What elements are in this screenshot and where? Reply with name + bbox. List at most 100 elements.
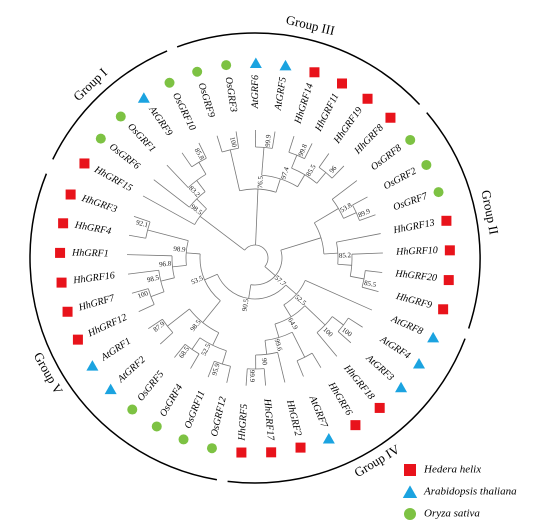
branch bbox=[261, 147, 265, 176]
branch bbox=[138, 304, 155, 312]
species-marker bbox=[433, 187, 444, 198]
branch bbox=[350, 275, 365, 280]
branch bbox=[142, 195, 195, 225]
branch bbox=[296, 360, 304, 377]
group-arc bbox=[227, 338, 466, 484]
leaf-label: HhGRF3 bbox=[79, 193, 118, 216]
bootstrap-value: 83.2 bbox=[187, 184, 202, 199]
branch bbox=[207, 361, 215, 378]
branch-arc bbox=[261, 174, 298, 188]
branch-arc bbox=[336, 242, 339, 265]
branch-arc bbox=[274, 305, 306, 325]
branch-arc bbox=[244, 244, 269, 267]
leaf-label: AtGRF2 bbox=[115, 354, 148, 385]
leaf-label: HhGRF1 bbox=[71, 247, 109, 259]
bootstrap-value: 85.5 bbox=[363, 279, 377, 289]
branch bbox=[181, 152, 193, 168]
group-arc bbox=[176, 32, 421, 106]
branch bbox=[245, 368, 248, 386]
legend-marker bbox=[404, 508, 416, 520]
bootstrap-value: 99.9 bbox=[248, 370, 256, 383]
branch bbox=[198, 142, 207, 159]
branch-arc bbox=[283, 280, 306, 306]
branch bbox=[288, 135, 295, 153]
species-marker bbox=[137, 92, 150, 103]
species-marker bbox=[444, 245, 455, 256]
species-marker bbox=[295, 442, 306, 453]
branch bbox=[314, 208, 339, 224]
species-marker bbox=[322, 432, 335, 444]
branch bbox=[264, 266, 276, 276]
branch bbox=[212, 332, 220, 346]
branch bbox=[337, 263, 352, 266]
leaf-label: OsGRF6 bbox=[107, 141, 142, 171]
branch-arc bbox=[147, 288, 155, 305]
branch bbox=[127, 254, 173, 257]
species-marker bbox=[441, 215, 452, 226]
species-marker bbox=[249, 57, 262, 69]
species-marker bbox=[58, 218, 69, 229]
branch bbox=[304, 143, 313, 159]
branch-arc bbox=[250, 249, 283, 286]
branch bbox=[127, 269, 159, 275]
branch-arc bbox=[187, 173, 207, 188]
legend-label: Arabidopsis thaliana bbox=[423, 486, 517, 498]
branch bbox=[191, 337, 201, 350]
leaf-label: HhGRF4 bbox=[73, 220, 112, 238]
leaf-label: OsGRF1 bbox=[125, 121, 157, 154]
leaf-label: AtGRF8 bbox=[389, 313, 425, 337]
branch bbox=[196, 180, 206, 192]
leaf-label: AtGRF4 bbox=[377, 334, 412, 362]
leaf-label: AtGRF5 bbox=[273, 76, 289, 112]
leaf-label: OsGRF12 bbox=[209, 396, 229, 438]
leaf-label: HhGRF15 bbox=[92, 164, 135, 194]
leaf-label: HhGRF14 bbox=[292, 82, 315, 126]
species-marker bbox=[438, 304, 449, 315]
branch bbox=[323, 252, 338, 255]
branch bbox=[359, 214, 376, 221]
branch bbox=[285, 284, 297, 295]
bootstrap-value: 96 bbox=[328, 164, 339, 175]
bootstrap-value: 76.5 bbox=[256, 175, 265, 188]
species-marker bbox=[337, 78, 348, 89]
species-marker bbox=[362, 93, 373, 104]
legend-marker bbox=[402, 485, 418, 498]
group-arc bbox=[426, 112, 481, 329]
branch bbox=[255, 189, 259, 246]
leaf-label: AtGRF7 bbox=[306, 393, 330, 430]
leaf-label: OsGRF4 bbox=[158, 382, 185, 418]
leaf-label: OsGRF9 bbox=[196, 82, 217, 119]
bootstrap-value: 99.9 bbox=[264, 134, 273, 147]
bootstrap-value: 100 bbox=[228, 136, 238, 149]
bootstrap-value: 64.9 bbox=[286, 317, 299, 332]
leaf-label: HhGRF10 bbox=[395, 245, 438, 258]
branch-arc bbox=[185, 240, 189, 266]
bootstrap-value: 85.5 bbox=[305, 163, 318, 178]
branch bbox=[348, 317, 363, 328]
bootstrap-value: 53.8 bbox=[339, 201, 354, 214]
branch-arc bbox=[296, 352, 313, 362]
branch bbox=[351, 252, 383, 255]
group-label: Group III bbox=[285, 12, 337, 38]
bootstrap-value: 98.5 bbox=[189, 203, 204, 217]
branch bbox=[172, 265, 187, 268]
branch bbox=[280, 237, 322, 251]
branch bbox=[352, 196, 368, 206]
leaf-label: HhGRF18 bbox=[341, 362, 377, 402]
species-marker bbox=[206, 443, 217, 454]
bootstrap-value: 89.9 bbox=[357, 207, 372, 220]
species-marker bbox=[266, 447, 277, 458]
leaf-label: OsGRF10 bbox=[170, 91, 198, 132]
bootstrap-value: 100 bbox=[340, 326, 354, 339]
bootstrap-value: 98.9 bbox=[173, 245, 186, 254]
species-marker bbox=[192, 66, 203, 77]
leaf-label: HhGRF9 bbox=[394, 291, 433, 312]
branch bbox=[316, 172, 327, 184]
legend-label: Oryza sativa bbox=[424, 508, 480, 520]
branch bbox=[216, 135, 223, 153]
branch bbox=[159, 332, 174, 345]
branch bbox=[275, 178, 281, 193]
bootstrap-value: 90.5 bbox=[241, 298, 251, 312]
branch bbox=[277, 352, 286, 383]
group-label: Group I bbox=[70, 65, 110, 104]
